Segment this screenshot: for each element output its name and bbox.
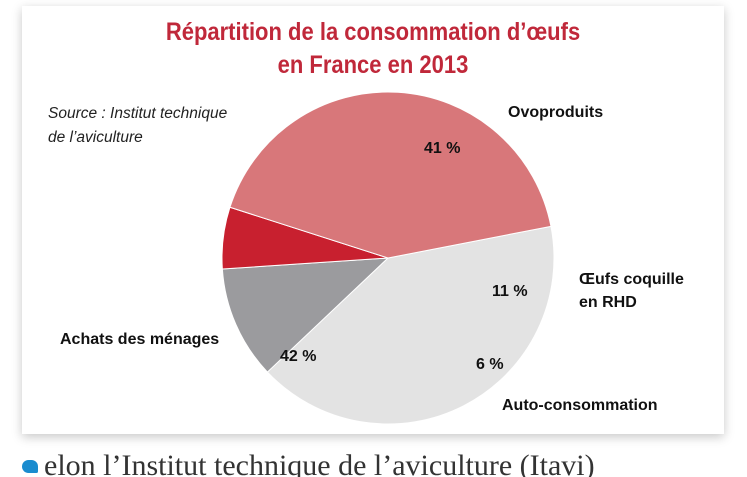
pct-oeufs-coquille: 11 % xyxy=(492,283,528,300)
pct-auto-consommation: 6 % xyxy=(476,356,504,373)
pie-chart xyxy=(221,91,555,425)
label-auto-consommation: Auto-consommation xyxy=(502,397,658,414)
chart-title: Répartition de la consommation d’œufs en… xyxy=(64,16,682,82)
source-line1: Source : Institut technique xyxy=(48,105,228,122)
label-achats-menages: Achats des ménages xyxy=(60,331,220,348)
slice-oeufs-coquille xyxy=(221,257,390,373)
chart-title-line2: en France en 2013 xyxy=(277,51,469,79)
chart-title-line1: Répartition de la consommation d’œufs xyxy=(165,18,581,46)
bullet-drop-icon xyxy=(22,460,38,473)
pct-achats-menages: 42 % xyxy=(280,348,317,365)
slice-achats-menages xyxy=(229,91,552,259)
chart-source: Source : Institut technique de l’avicult… xyxy=(48,102,288,150)
source-line2: de l’aviculture xyxy=(48,129,143,146)
article-text-line: elon l’Institut technique de l’avicultur… xyxy=(44,449,595,477)
label-ovoproduits: Ovoproduits xyxy=(508,104,604,121)
pct-ovoproduits: 41 % xyxy=(424,140,461,157)
article-text: elon l’Institut technique de l’avicultur… xyxy=(22,438,742,477)
chart-card: Répartition de la consommation d’œufs en… xyxy=(22,6,724,434)
label-oeufs-coquille: Œufs coquille en RHD xyxy=(579,271,684,311)
slice-ovoproduits xyxy=(266,225,555,425)
